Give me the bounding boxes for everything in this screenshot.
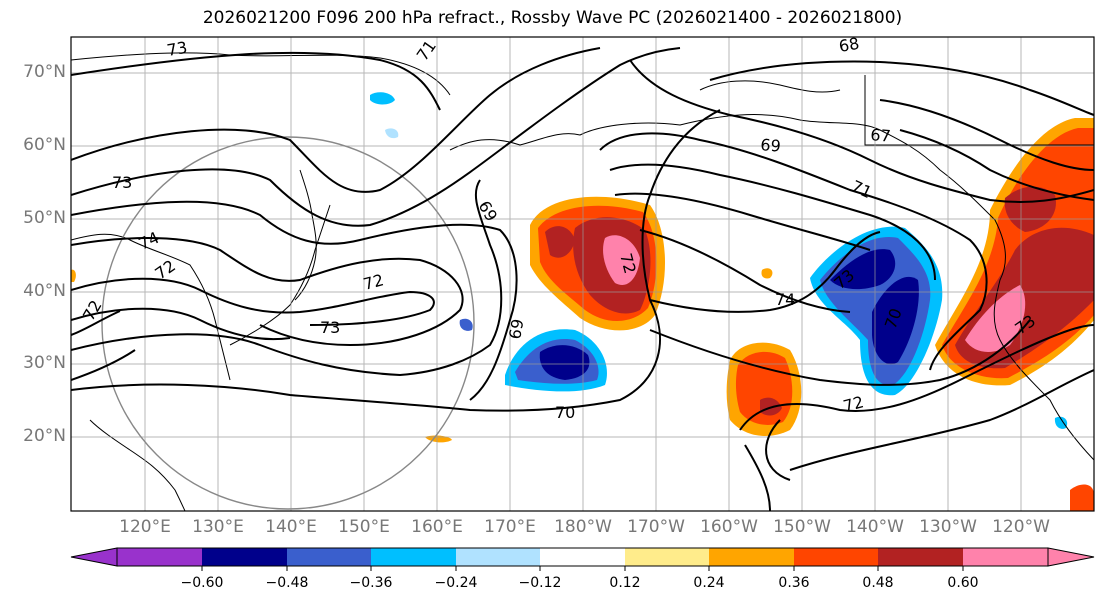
graticule (71, 37, 1094, 511)
colorbar-low-extension (70, 547, 118, 567)
colorbar-tick-label: 0.24 (693, 575, 725, 591)
lat-label: 40°N (23, 281, 66, 301)
colorbar-segment (371, 548, 456, 566)
lon-label: 120°W (992, 517, 1050, 537)
colorbar-tick-label: −0.60 (180, 575, 224, 591)
contour-label: 69 (760, 135, 782, 156)
lon-label: 180°W (554, 517, 612, 537)
lon-label: 160°E (411, 517, 463, 537)
colorbar-tick-label: −0.12 (518, 575, 562, 591)
contour-label: 72 (361, 270, 386, 294)
colorbar-tick-label: −0.36 (349, 575, 393, 591)
colorbar-segment (625, 548, 709, 566)
contour-label: 69 (505, 317, 527, 340)
colorbar-high-extension (1047, 547, 1095, 567)
map-border (70, 36, 1095, 512)
chart-title: 2026021200 F096 200 hPa refract., Rossby… (202, 8, 903, 28)
colorbar-tick-label: 0.60 (947, 575, 979, 591)
lon-label: 170°W (627, 517, 685, 537)
lon-label: 150°E (338, 517, 390, 537)
colorbar-outline (116, 547, 1049, 567)
colorbar-segment (709, 548, 794, 566)
colorbar-segment (456, 548, 540, 566)
contour-label: 73 (112, 173, 132, 192)
colorbar (70, 547, 1095, 571)
refractivity-contours (71, 47, 1094, 511)
lon-label: 140°W (846, 517, 904, 537)
colorbar-tick-label: 0.36 (778, 575, 810, 591)
lon-label: 140°E (265, 517, 317, 537)
lat-label: 50°N (23, 208, 66, 228)
colorbar-segment (963, 548, 1048, 566)
lon-label: 150°W (773, 517, 831, 537)
lat-label: 30°N (23, 353, 66, 373)
colorbar-tick-label: −0.48 (265, 575, 309, 591)
lon-label: 120°E (119, 517, 171, 537)
lon-label: 170°E (484, 517, 536, 537)
contour-label: 73 (165, 38, 188, 60)
contour-label: 72 (841, 392, 866, 416)
lon-label: 130°W (919, 517, 977, 537)
colorbar-segment (878, 548, 963, 566)
colorbar-tick-label: 0.48 (862, 575, 894, 591)
colorbar-segment (117, 548, 202, 566)
lat-label: 70°N (23, 62, 66, 82)
colorbar-segment (540, 548, 625, 566)
lon-label: 130°E (192, 517, 244, 537)
lon-label: 160°W (700, 517, 758, 537)
colorbar-segment (202, 548, 287, 566)
lat-label: 60°N (23, 135, 66, 155)
colorbar-segment (287, 548, 371, 566)
contour-label: 70 (555, 403, 575, 422)
reference-circle (101, 136, 475, 510)
contour-label: 68 (837, 34, 860, 56)
colorbar-tick-label: 0.12 (609, 575, 641, 591)
contour-label: 74 (775, 290, 795, 309)
lat-label: 20°N (23, 426, 66, 446)
contour-label: 72 (616, 251, 640, 276)
contour-label: 73 (320, 318, 340, 337)
colorbar-segment (794, 548, 878, 566)
contour-label: 67 (870, 125, 892, 146)
colorbar-tick-label: −0.24 (434, 575, 478, 591)
